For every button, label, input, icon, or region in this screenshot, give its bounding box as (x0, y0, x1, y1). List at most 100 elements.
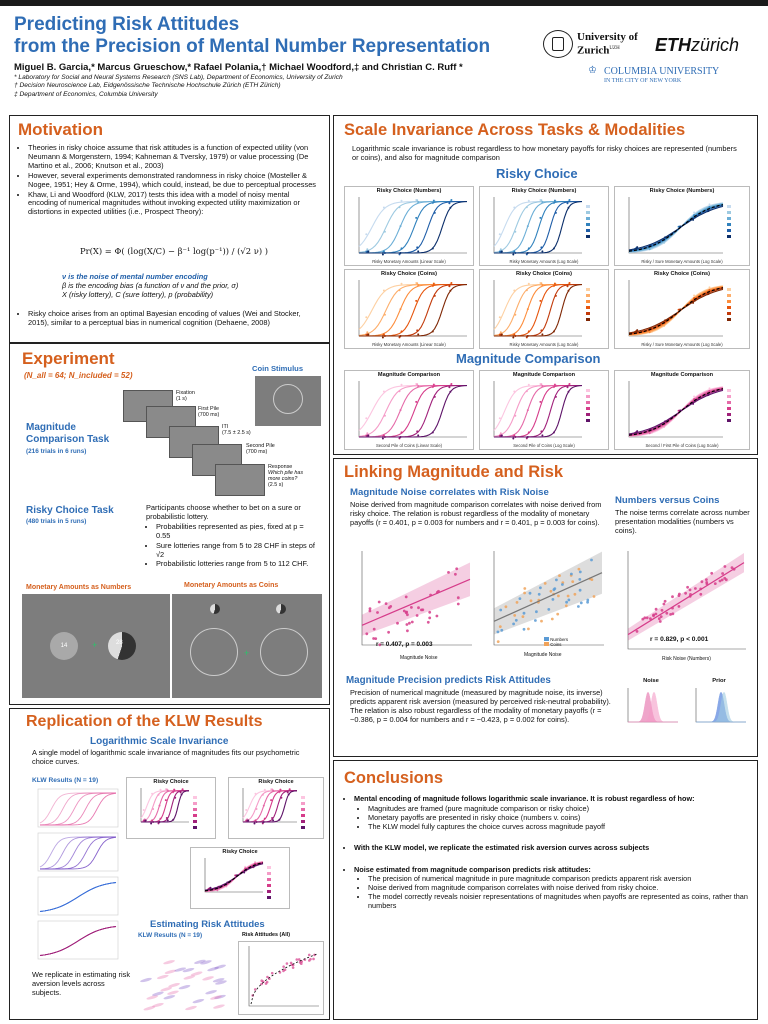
estimate-ellipse (167, 990, 179, 995)
klw-formula: Pr(X) = Φ( (log(X/C) − β⁻¹ log(p⁻¹)) / (… (80, 246, 269, 256)
precision-text: Precision of numerical magnitude (measur… (350, 688, 611, 724)
scatter-point (404, 595, 408, 599)
fit-curve-5 (628, 389, 724, 435)
plot-mag-log-xlabel: Second Pile of Coins (Log Scale) (513, 443, 575, 448)
columbia-crown-icon: ♔ (588, 65, 597, 76)
data-point (540, 430, 543, 433)
data-point (431, 247, 434, 250)
data-point (527, 282, 530, 285)
data-point (514, 313, 517, 316)
scatter-point (657, 617, 661, 621)
legend-swatch (267, 878, 271, 881)
data-point (527, 431, 530, 434)
scatter1-xlabel: Magnitude Noise (400, 655, 438, 661)
replication-plot-risky-choice-2: Risky Choice (228, 777, 324, 839)
data-point (383, 313, 386, 316)
data-point (433, 294, 436, 297)
scatter-point (578, 578, 582, 581)
scatter-point (550, 617, 554, 621)
data-point (181, 788, 184, 791)
data-point (400, 247, 403, 250)
scatter-point (592, 595, 596, 598)
data-point (209, 886, 212, 889)
legend-swatch (301, 820, 305, 823)
data-point (567, 390, 570, 393)
data-point (150, 822, 153, 825)
scatter-point (499, 608, 503, 612)
sure-amount-circle: 14 (50, 632, 78, 660)
stat-noise-numbers: r = 0.407, p = 0.003 (376, 641, 433, 648)
data-point (664, 319, 667, 322)
data-point (554, 294, 557, 297)
data-point (540, 246, 543, 249)
dist-noise: Noise (620, 678, 682, 733)
legend-swatch (193, 820, 197, 823)
data-point (399, 409, 402, 412)
legend-swatch (727, 401, 731, 404)
data-point (431, 431, 434, 434)
data-point (708, 390, 711, 393)
fit-curve-1 (493, 200, 582, 253)
data-point (270, 799, 273, 802)
data-point (243, 871, 246, 874)
legend-swatch (727, 413, 731, 416)
legend-swatch (586, 413, 590, 416)
klw-subplot (37, 920, 119, 960)
data-point (272, 819, 275, 822)
data-point (693, 211, 696, 214)
scatter-point (566, 594, 570, 598)
magnitude-task-label: Magnitude Comparison Task (26, 422, 110, 445)
data-point (708, 387, 711, 390)
data-point (247, 819, 250, 822)
data-point (554, 395, 557, 398)
data-point (367, 333, 370, 336)
data-point (152, 808, 155, 810)
scatter-point (578, 570, 582, 574)
data-point (431, 330, 434, 333)
conclusions-heading: Conclusions (344, 769, 444, 787)
data-point (417, 333, 420, 336)
noop3 (347, 712, 348, 713)
coin-pie-icon-right (276, 604, 286, 614)
flow-screen-response (215, 464, 265, 496)
log-scale-heading: Logarithmic Scale Invariance (90, 736, 229, 747)
legend-swatch (727, 419, 731, 422)
scatter-point (378, 643, 382, 647)
data-point (567, 206, 570, 209)
scatter-point (723, 576, 727, 580)
scatter-point (658, 620, 662, 623)
risky-trials: (480 trials in 5 runs) (26, 518, 87, 525)
replication-plot-title-2: Risky Choice (258, 779, 294, 785)
scatter-point (384, 602, 388, 605)
scatter-point (428, 616, 432, 620)
scatter3-xlabel: Risk Noise (Numbers) (662, 656, 711, 662)
data-point (692, 218, 695, 221)
scatter-point (565, 600, 568, 604)
data-point (280, 796, 283, 799)
legend-swatch (727, 223, 731, 226)
data-point (449, 206, 452, 209)
data-point (525, 390, 528, 393)
estimate-ellipse (214, 964, 226, 969)
legend-swatch (727, 306, 731, 309)
noop4 (347, 716, 348, 717)
estimate-ellipse (163, 995, 176, 1000)
fit-curve-1 (358, 200, 467, 253)
risky-bullet-2: Sure lotteries range from 5 to 28 CHF in… (156, 541, 316, 560)
scatter-point (540, 619, 543, 623)
scatter-point (586, 600, 589, 604)
data-point (540, 329, 543, 332)
data-point (566, 202, 569, 205)
data-point (416, 383, 419, 386)
legend-swatch (301, 826, 305, 829)
regression-line (627, 562, 745, 636)
data-point (707, 210, 710, 212)
numbers-stimulus-image: 14 + 28 (22, 594, 170, 698)
data-point (399, 252, 402, 254)
data-point (157, 793, 160, 796)
legend-swatch (586, 389, 590, 392)
scatter-point (555, 578, 558, 582)
scatter-point (496, 630, 500, 634)
plot-numbers-ratio: Risky Choice (Numbers) Risky / Sure Mone… (614, 186, 750, 266)
replication-panel: Replication of the KLW Results Logarithm… (9, 708, 330, 1020)
